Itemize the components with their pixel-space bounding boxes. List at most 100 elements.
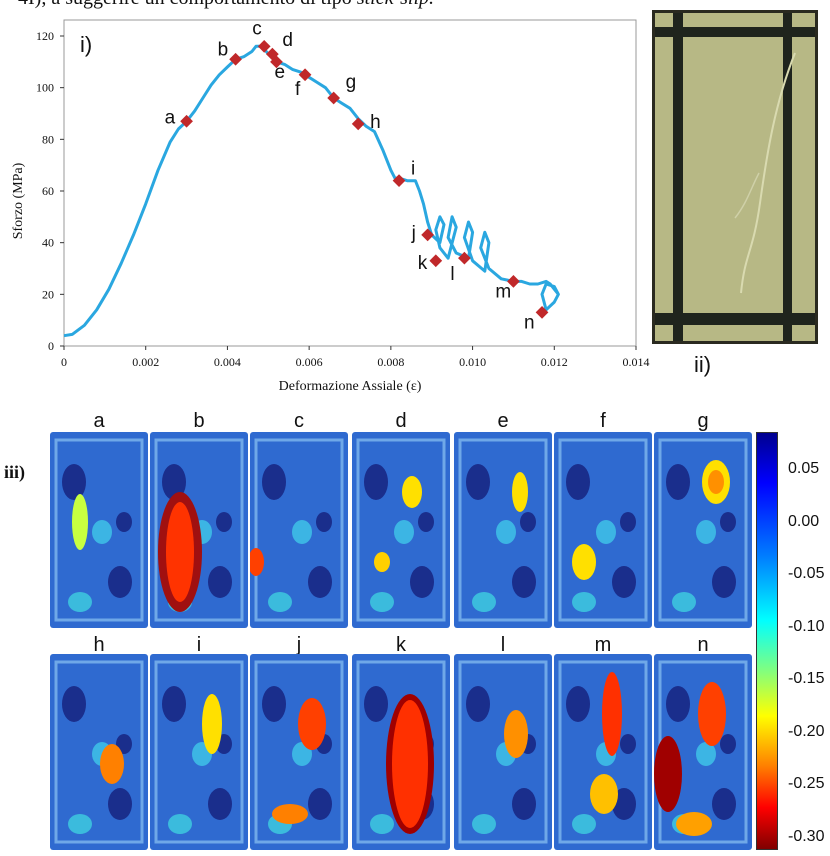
y-tick-label: 100	[36, 81, 54, 95]
strain-map-label: e	[497, 410, 509, 432]
data-point-label: g	[346, 72, 357, 93]
strain-maps-panel-label: iii)	[4, 462, 25, 482]
strain-map-label: f	[600, 410, 606, 432]
data-point-marker	[298, 68, 312, 82]
strain-map-m	[554, 654, 652, 850]
strain-map-k	[352, 654, 450, 850]
strain-map-label: n	[697, 634, 709, 656]
colorbar-tick-label: -0.30	[788, 827, 825, 845]
strain-map-h	[50, 654, 148, 850]
data-point-marker	[270, 55, 283, 69]
strain-map-l	[454, 654, 552, 850]
y-axis-label: Sforzo (MPa)	[11, 162, 26, 239]
strain-map-image	[554, 654, 652, 850]
y-tick-label: 80	[42, 132, 54, 146]
data-point-label: l	[450, 264, 454, 285]
x-tick-label: 0	[61, 355, 67, 369]
y-tick-label: 0	[48, 339, 54, 353]
strain-map-j	[250, 654, 348, 850]
data-point-label: c	[252, 18, 262, 39]
data-point-marker	[392, 174, 406, 188]
strain-map-label: i	[196, 634, 202, 656]
data-point-label: e	[274, 62, 285, 83]
strain-map-image	[352, 654, 450, 850]
data-point-label: i	[411, 159, 415, 180]
data-point-label: b	[218, 39, 229, 60]
x-axis-label: Deformazione Assiale (ε)	[279, 379, 422, 394]
specimen-photo-drawing	[655, 13, 815, 341]
y-tick-label: 120	[36, 29, 54, 43]
x-tick-label: 0.002	[132, 355, 159, 369]
strain-map-image	[454, 654, 552, 850]
data-point-marker	[229, 52, 242, 66]
stress-strain-chart: 0 20 40 60 80 100 120 0 0.002 0.004 0.006 0.008 0.01…	[11, 18, 650, 394]
photo-panel-label: ii)	[694, 352, 712, 377]
x-tick-label: 0.014	[623, 355, 650, 369]
strain-map-n	[654, 654, 752, 850]
strain-map-e	[454, 432, 552, 628]
chart-panel-label: i)	[80, 32, 92, 57]
strain-map-a	[50, 432, 148, 628]
strain-map-d	[352, 432, 450, 628]
colorbar-tick-label: -0.15	[788, 670, 825, 687]
data-point-marker	[327, 91, 341, 105]
strain-map-label: b	[193, 410, 205, 432]
colorbar-tick-label: -0.25	[788, 775, 825, 792]
strain-map-image	[352, 432, 450, 628]
x-tick-label: 0.004	[214, 355, 241, 369]
data-point-label: k	[418, 253, 428, 274]
data-point-label: f	[295, 79, 301, 100]
data-point-marker	[257, 39, 271, 53]
data-point-marker	[429, 254, 443, 268]
data-point-marker	[180, 114, 193, 128]
strain-map-label: h	[93, 634, 105, 656]
colorbar-tick-label: -0.05	[788, 565, 825, 582]
colorbar	[756, 432, 778, 850]
strain-map-image	[654, 654, 752, 850]
strain-map-label: d	[395, 410, 407, 432]
strain-map-label: g	[697, 410, 709, 432]
strain-map-image	[250, 654, 348, 850]
specimen-photo	[652, 10, 818, 344]
colorbar-tick-label: -0.10	[788, 617, 825, 635]
y-tick-label: 40	[42, 236, 54, 250]
strain-map-label: m	[594, 634, 612, 656]
strain-map-label: c	[294, 410, 304, 432]
x-tick-label: 0.012	[541, 355, 568, 369]
caption-text: 4I), a suggerire un comportamento di tip…	[18, 0, 434, 10]
strain-map-label: l	[500, 634, 506, 656]
caption-emphasis: stick-slip.	[357, 0, 434, 9]
y-tick-label: 60	[42, 184, 54, 198]
strain-map-c	[250, 432, 348, 628]
strain-map-image	[250, 432, 348, 628]
data-point-label: j	[411, 223, 416, 244]
strain-map-image	[150, 654, 248, 850]
plot-frame	[63, 19, 637, 347]
colorbar-tick-label: 0.05	[788, 460, 820, 477]
strain-map-image	[654, 432, 752, 628]
y-tick-label: 20	[42, 287, 54, 301]
data-point-marker	[507, 275, 520, 288]
x-tick-label: 0.010	[459, 355, 486, 369]
strain-map-b	[150, 432, 248, 628]
data-point-label: a	[165, 107, 176, 128]
strain-map-image	[150, 432, 248, 628]
strain-map-f	[554, 432, 652, 628]
data-point-label: d	[282, 30, 293, 51]
strain-map-label: a	[93, 410, 105, 432]
strain-map-i	[150, 654, 248, 850]
x-tick-label: 0.006	[296, 355, 323, 369]
strain-map-image	[454, 432, 552, 628]
data-point-marker	[421, 228, 434, 242]
data-point-label: h	[370, 112, 381, 133]
colorbar-tick-label: 0.00	[788, 512, 820, 530]
data-point-label: m	[495, 281, 511, 302]
x-tick-label: 0.008	[377, 355, 404, 369]
strain-map-image	[50, 654, 148, 850]
data-point-label: n	[524, 312, 535, 333]
strain-map-label: k	[396, 634, 406, 656]
strain-map-g	[654, 432, 752, 628]
strain-map-image	[554, 432, 652, 628]
strain-map-image	[50, 432, 148, 628]
strain-map-label: j	[296, 634, 302, 656]
